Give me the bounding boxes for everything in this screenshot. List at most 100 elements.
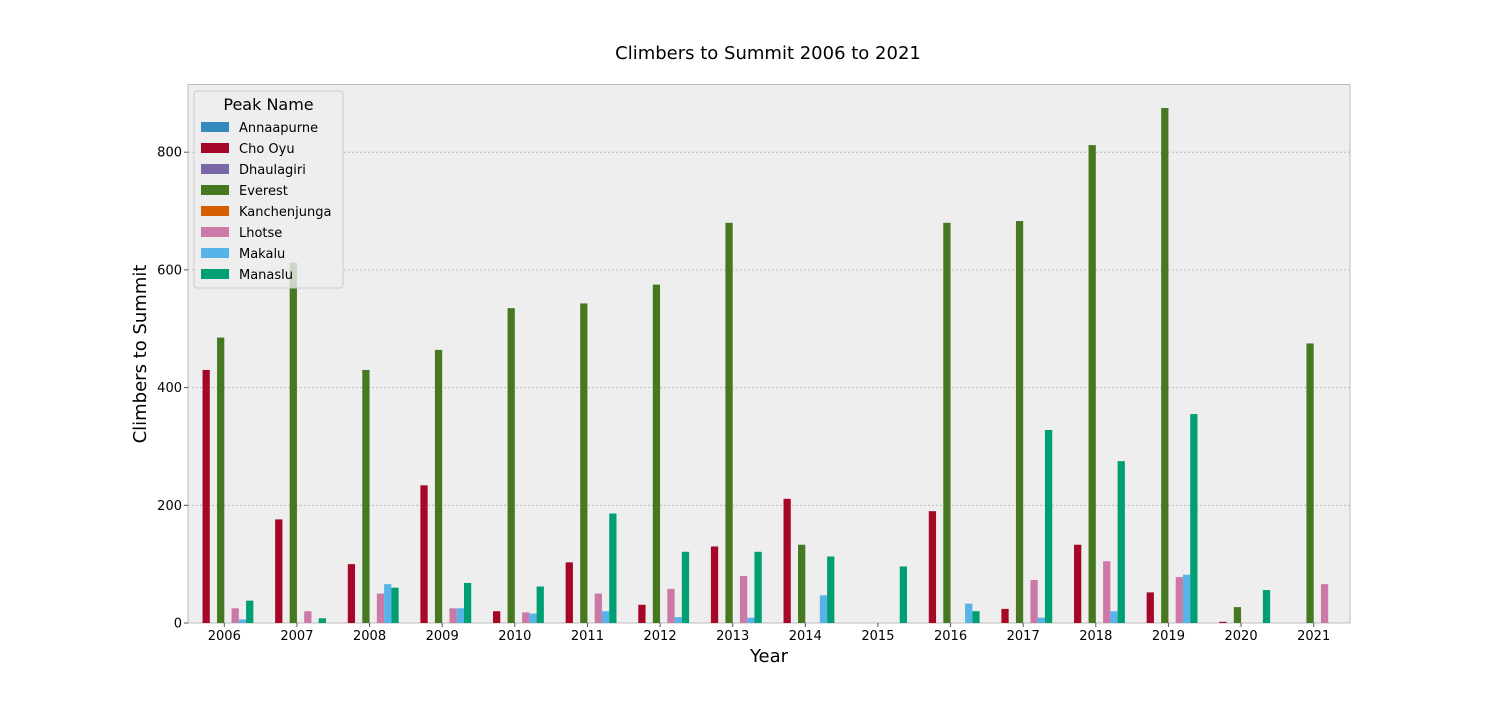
legend-entry: Makalu [239,247,285,262]
bar-makalu-2012 [674,617,682,623]
bar-makalu-2006 [238,619,247,623]
bar-cho-oyu-2009 [420,485,428,623]
bar-makalu-2008 [384,584,392,623]
bar-everest-2016 [943,222,951,623]
bar-manaslu-2014 [827,556,835,623]
y-tick-label: 800 [157,146,182,161]
bar-lhotse-2010 [522,612,530,623]
x-tick-label: 2012 [644,629,677,644]
x-tick-label: 2019 [1152,629,1185,644]
bar-everest-2020 [1233,607,1242,623]
x-tick-label: 2008 [353,629,386,644]
bar-lhotse-2013 [739,575,748,623]
bar-lhotse-2007 [304,611,312,623]
legend-entry: Manaslu [239,268,293,283]
bar-everest-2011 [580,303,588,623]
legend-entry: Everest [239,184,288,199]
bar-lhotse-2009 [449,608,457,623]
bar-everest-2021 [1306,343,1314,623]
bar-lhotse-2012 [667,588,675,623]
bar-cho-oyu-2020 [1219,621,1227,623]
bar-makalu-2013 [747,617,755,623]
bar-lhotse-2008 [376,593,385,623]
bar-manaslu-2016 [972,611,980,623]
bar-cho-oyu-2012 [638,604,646,623]
bar-lhotse-2021 [1320,584,1329,623]
legend-swatch [201,185,229,195]
bar-manaslu-2008 [391,587,399,623]
bar-manaslu-2018 [1117,461,1125,623]
bar-everest-2008 [362,369,370,623]
bar-makalu-2014 [819,595,828,623]
x-tick-label: 2014 [789,629,822,644]
bar-everest-2019 [1161,108,1169,623]
legend-swatch [201,143,229,153]
bar-makalu-2009 [456,608,464,623]
bar-manaslu-2009 [463,582,472,623]
legend-entry: Cho Oyu [239,142,295,157]
bar-everest-2014 [798,544,806,623]
y-tick-label: 200 [157,499,182,514]
x-axis-title: Year [749,646,789,667]
legend-box [193,90,344,289]
legend-swatch [201,227,229,237]
bars [202,108,1329,623]
x-tick-label: 2016 [934,629,967,644]
x-tick-label: 2017 [1007,629,1040,644]
plot-area [187,84,1351,624]
bar-manaslu-2017 [1044,429,1053,623]
x-tick-label: 2013 [716,629,749,644]
bar-everest-2017 [1015,221,1024,623]
bar-lhotse-2018 [1103,561,1111,623]
bar-makalu-2011 [601,611,610,623]
bar-makalu-2016 [965,603,973,623]
legend-swatch [201,164,229,174]
bar-makalu-2017 [1037,617,1045,623]
x-tick-label: 2010 [498,629,531,644]
bar-makalu-2018 [1110,611,1118,623]
bar-manaslu-2012 [681,551,690,623]
x-tick-label: 2011 [571,629,604,644]
bar-cho-oyu-2014 [783,498,791,623]
bar-cho-oyu-2007 [275,519,283,623]
bar-manaslu-2006 [246,600,254,623]
legend-entry: Lhotse [239,226,282,241]
bar-manaslu-2015 [899,566,907,623]
bar-manaslu-2007 [318,618,326,623]
y-tick-label: 400 [157,381,182,396]
bar-cho-oyu-2008 [347,564,356,623]
bar-makalu-2010 [529,613,537,623]
bar-everest-2009 [434,349,443,623]
legend-swatch [201,206,229,216]
bar-everest-2012 [652,284,661,623]
x-tick-label: 2018 [1079,629,1112,644]
legend-swatch [201,248,229,258]
axes: 0 200 400 600 800 2006 2007 2008 2009 2010 2011 201… [157,146,1330,644]
legend-entry: Dhaulagiri [239,163,306,178]
bar-manaslu-2010 [536,586,544,623]
legend-swatch [201,122,229,132]
y-axis-title: Climbers to Summit [130,265,151,444]
bar-lhotse-2017 [1030,580,1038,623]
bar-manaslu-2013 [754,551,762,623]
bar-manaslu-2020 [1262,590,1271,623]
bar-manaslu-2019 [1190,414,1198,623]
x-tick-label: 2020 [1225,629,1258,644]
x-tick-label: 2009 [426,629,459,644]
legend-title: Peak Name [223,95,313,114]
bar-everest-2010 [507,308,515,623]
bar-lhotse-2019 [1175,577,1183,623]
bar-cho-oyu-2016 [928,511,937,623]
bar-everest-2006 [217,337,225,623]
legend: Peak Name Annaapurne Cho Oyu Dhaulagiri Eve… [193,90,344,289]
bar-makalu-2019 [1182,574,1191,623]
bar-lhotse-2011 [594,593,602,623]
bar-cho-oyu-2018 [1074,544,1082,623]
legend-entry: Annaapurne [239,121,318,136]
bar-cho-oyu-2006 [202,369,210,623]
y-tick-label: 600 [157,263,182,278]
y-tick-label: 0 [174,617,182,632]
legend-swatch [201,269,229,279]
x-tick-label: 2021 [1297,629,1330,644]
